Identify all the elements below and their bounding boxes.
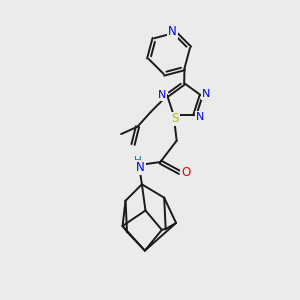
Text: N: N — [158, 90, 166, 100]
Text: S: S — [172, 112, 179, 125]
Text: N: N — [202, 89, 211, 99]
Text: H: H — [134, 157, 141, 166]
Text: N: N — [168, 25, 177, 38]
Text: N: N — [196, 112, 204, 122]
Text: N: N — [136, 161, 145, 174]
Text: O: O — [181, 166, 190, 179]
